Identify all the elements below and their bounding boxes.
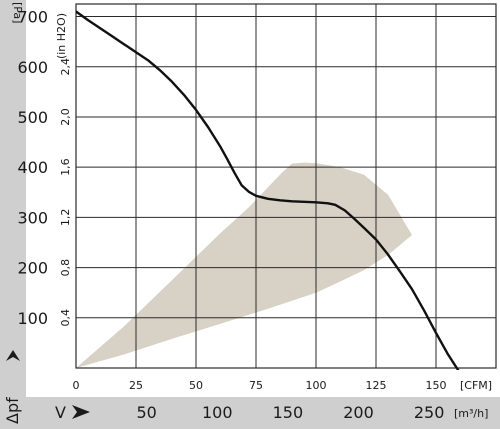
cfm-tick-label: 50: [189, 379, 203, 392]
m3h-tick-label: 250: [414, 403, 445, 422]
curve-layer: [76, 10, 460, 370]
characteristic-curve: [76, 10, 460, 370]
plot-frame: [75, 3, 497, 369]
pa-tick-label: 700: [17, 8, 48, 27]
inh2o-tick-label: 1,2: [59, 209, 72, 227]
pa-tick-label: 400: [17, 158, 48, 177]
grid-layer: [75, 3, 497, 369]
cfm-unit-label: [CFM]: [460, 379, 492, 392]
inh2o-tick-label: 2,0: [59, 108, 72, 126]
m3h-tick-label: 200: [343, 403, 374, 422]
m3h-tick-label: 100: [202, 403, 233, 422]
cfm-tick-label: 0: [73, 379, 80, 392]
inh2o-tick-label: 0,4: [59, 309, 72, 327]
operating-zone-layer: [76, 162, 412, 368]
inh2o-unit-label: (in H2O): [55, 13, 68, 59]
m3h-unit-label: [m³/h]: [454, 407, 488, 420]
pa-tick-label: 500: [17, 108, 48, 127]
inh2o-tick-label: 2,4: [59, 58, 72, 76]
pressure-axis-arrow-icon: [6, 350, 20, 361]
pa-tick-label: 300: [17, 208, 48, 227]
operating-zone: [76, 162, 412, 368]
cfm-tick-label: 75: [249, 379, 263, 392]
pa-tick-labels: 100 200 300 400 500 600 700: [17, 8, 48, 328]
m3h-tick-label: 150: [273, 403, 304, 422]
pressure-axis-symbol: Δpf: [3, 397, 22, 424]
cfm-tick-label: 25: [129, 379, 143, 392]
pa-tick-label: 600: [17, 58, 48, 77]
flow-axis-symbol: V: [55, 403, 66, 422]
pa-unit-label: [Pa]: [11, 2, 24, 23]
cfm-tick-label: 150: [426, 379, 447, 392]
cfm-tick-labels: 0 25 50 75 100 125 150: [73, 379, 447, 392]
inh2o-tick-label: 1,6: [59, 158, 72, 176]
pa-tick-label: 100: [17, 309, 48, 328]
left-axis-band: [0, 0, 26, 429]
m3h-tick-labels: 50 100 150 200 250: [136, 403, 444, 422]
cfm-tick-label: 125: [366, 379, 387, 392]
bottom-axis-band: [26, 397, 500, 429]
inh2o-tick-label: 0,8: [59, 259, 72, 277]
flow-axis-arrow-icon: [72, 405, 90, 419]
pa-tick-label: 200: [17, 259, 48, 278]
cfm-tick-label: 100: [306, 379, 327, 392]
inh2o-tick-labels: 0,4 0,8 1,2 1,6 2,0 2,4: [59, 58, 72, 327]
m3h-tick-label: 50: [136, 403, 156, 422]
